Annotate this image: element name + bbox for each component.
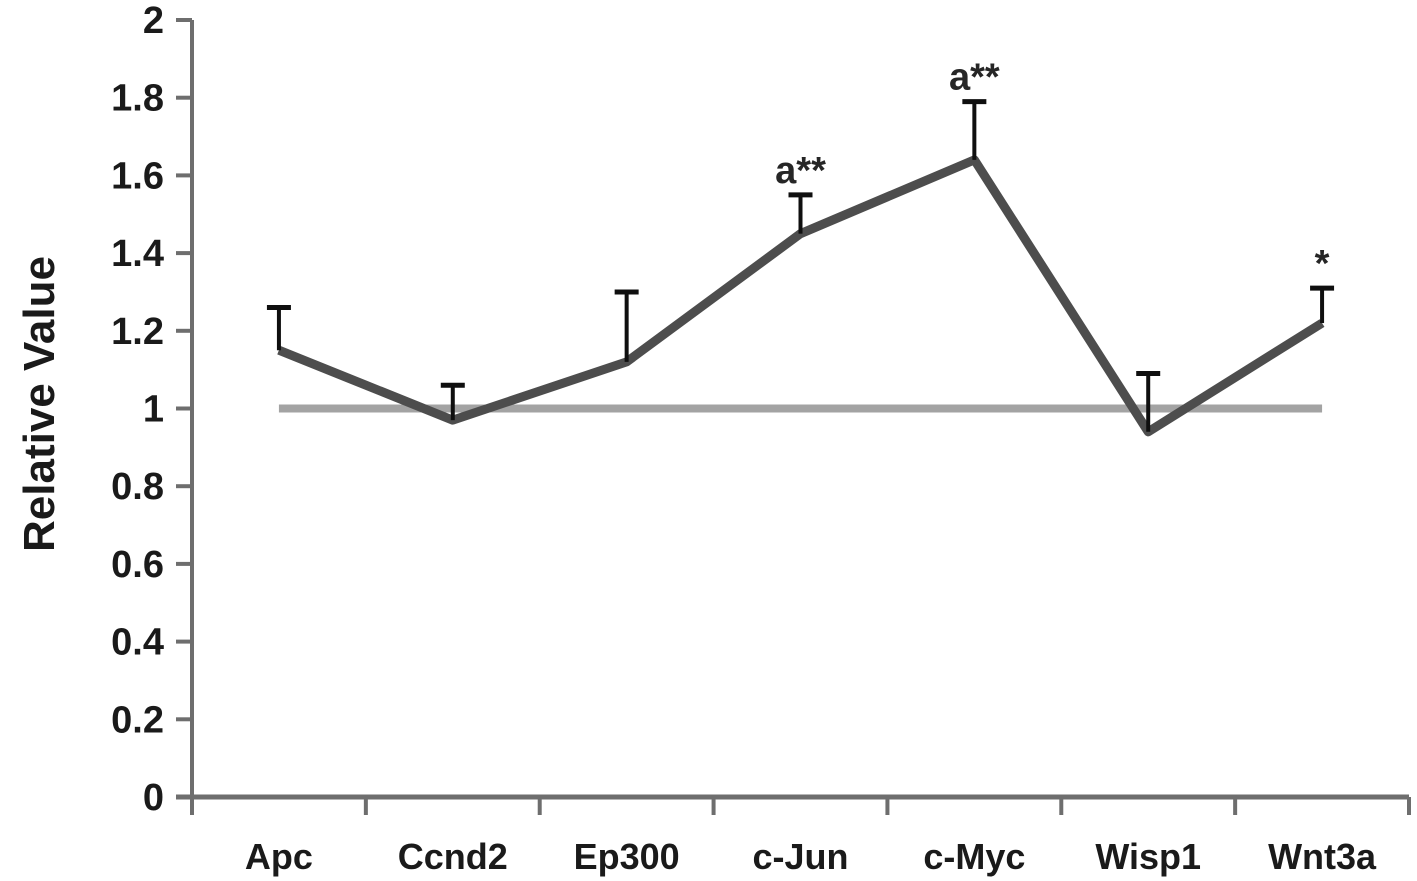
y-axis-tick-label: 1.2 [111, 311, 164, 353]
y-axis-title: Relative Value [15, 256, 64, 552]
y-axis-tick-label: 0 [143, 777, 164, 819]
y-axis-tick-label: 1.8 [111, 78, 164, 120]
y-axis-tick-label: 1 [143, 389, 164, 431]
significance-annotation: * [1315, 243, 1330, 285]
y-axis-tick-label: 0.2 [111, 699, 164, 741]
y-axis-tick-label: 1.4 [111, 233, 164, 275]
y-axis-tick-label: 0.6 [111, 544, 164, 586]
x-axis-category-label: Ep300 [574, 836, 680, 877]
significance-annotation: a** [775, 150, 826, 192]
significance-annotation: a** [949, 57, 1000, 99]
x-axis-category-label: c-Myc [923, 836, 1025, 877]
x-axis-category-label: Wnt3a [1268, 836, 1377, 877]
x-axis-category-label: c-Jun [752, 836, 848, 877]
y-axis-tick-label: 0.4 [111, 622, 164, 664]
x-axis-category-label: Wisp1 [1095, 836, 1201, 877]
y-axis-tick-label: 0.8 [111, 466, 164, 508]
x-axis-category-label: Ccnd2 [398, 836, 508, 877]
x-axis-category-label: Apc [245, 836, 313, 877]
y-axis-tick-label: 1.6 [111, 155, 164, 197]
y-axis-tick-label: 2 [143, 0, 164, 42]
